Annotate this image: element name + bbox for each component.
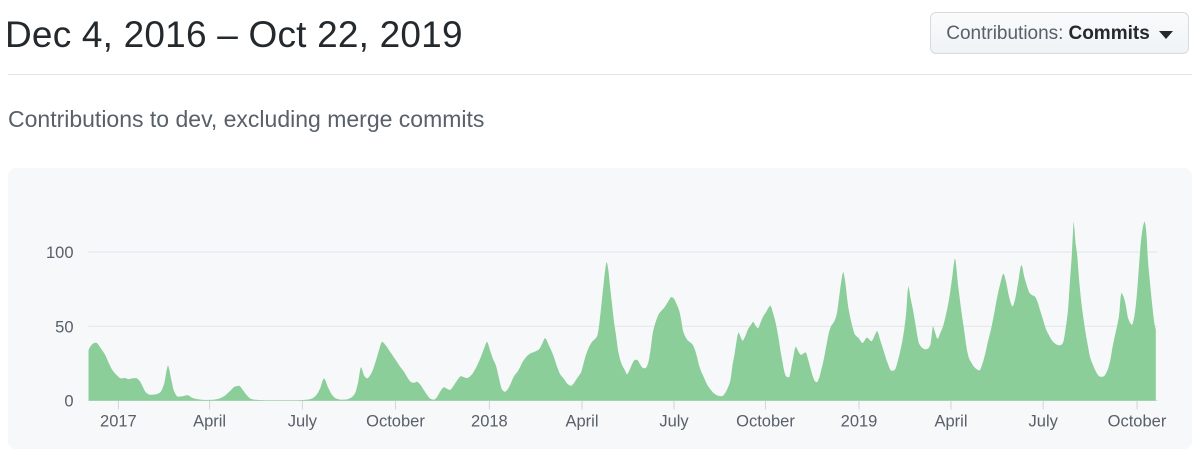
svg-text:October: October xyxy=(1108,412,1167,430)
svg-text:50: 50 xyxy=(55,318,73,336)
svg-text:July: July xyxy=(1029,412,1059,430)
svg-text:April: April xyxy=(193,412,226,430)
svg-text:October: October xyxy=(736,412,795,430)
svg-text:July: July xyxy=(659,412,689,430)
svg-text:July: July xyxy=(288,412,318,430)
svg-text:April: April xyxy=(565,412,598,430)
svg-text:2019: 2019 xyxy=(841,412,878,430)
svg-text:October: October xyxy=(366,412,425,430)
svg-text:0: 0 xyxy=(64,392,73,410)
svg-text:April: April xyxy=(934,412,967,430)
svg-text:2017: 2017 xyxy=(100,412,137,430)
svg-text:100: 100 xyxy=(46,244,74,262)
svg-text:2018: 2018 xyxy=(471,412,508,430)
